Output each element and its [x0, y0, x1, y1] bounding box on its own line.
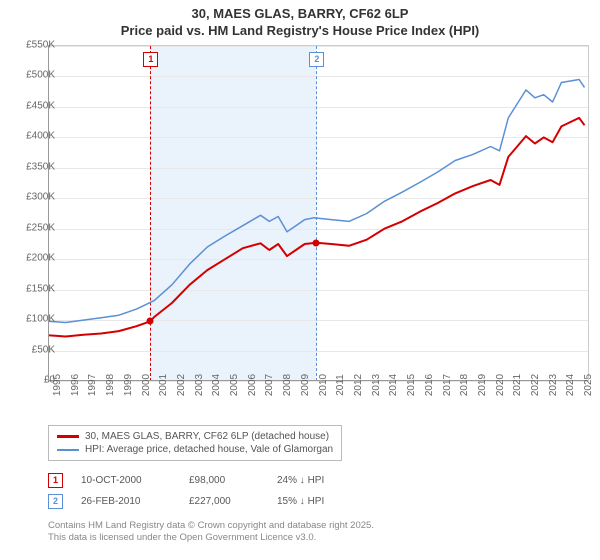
x-tick-label: 2024: [565, 374, 576, 396]
x-tick-label: 2005: [229, 374, 240, 396]
x-tick-label: 2014: [388, 374, 399, 396]
x-tick-label: 2020: [495, 374, 506, 396]
x-tick-label: 2015: [406, 374, 417, 396]
x-tick-label: 2022: [530, 374, 541, 396]
legend-item-price-paid: 30, MAES GLAS, BARRY, CF62 6LP (detached…: [57, 430, 333, 443]
x-tick-label: 2004: [211, 374, 222, 396]
copyright-line1: Contains HM Land Registry data © Crown c…: [48, 520, 374, 531]
x-tick-label: 2019: [477, 374, 488, 396]
marker-price: £98,000: [189, 475, 259, 486]
y-tick-label: £400K: [26, 131, 55, 142]
x-tick-label: 1998: [105, 374, 116, 396]
x-tick-label: 1995: [52, 374, 63, 396]
marker-date: 10-OCT-2000: [81, 475, 171, 486]
y-tick-label: £500K: [26, 70, 55, 81]
x-tick-label: 2002: [176, 374, 187, 396]
y-tick-label: £300K: [26, 192, 55, 203]
x-tick-label: 2001: [158, 374, 169, 396]
marker-price: £227,000: [189, 496, 259, 507]
chart-lines: [48, 46, 588, 381]
x-tick-label: 2009: [300, 374, 311, 396]
x-tick-label: 2000: [141, 374, 152, 396]
x-tick-label: 2012: [353, 374, 364, 396]
x-tick-label: 1999: [123, 374, 134, 396]
y-tick-label: £150K: [26, 283, 55, 294]
x-tick-label: 2010: [318, 374, 329, 396]
y-tick-label: £350K: [26, 161, 55, 172]
copyright-line2: This data is licensed under the Open Gov…: [48, 532, 316, 543]
x-tick-label: 2018: [459, 374, 470, 396]
copyright-text: Contains HM Land Registry data © Crown c…: [48, 520, 374, 545]
x-tick-label: 2017: [442, 374, 453, 396]
legend-item-hpi: HPI: Average price, detached house, Vale…: [57, 443, 333, 456]
x-tick-label: 1996: [70, 374, 81, 396]
legend-box: 30, MAES GLAS, BARRY, CF62 6LP (detached…: [48, 425, 342, 461]
x-tick-label: 2023: [548, 374, 559, 396]
title-line2: Price paid vs. HM Land Registry's House …: [121, 23, 480, 38]
y-tick-label: £100K: [26, 314, 55, 325]
y-tick-label: £450K: [26, 100, 55, 111]
marker-date: 26-FEB-2010: [81, 496, 171, 507]
x-tick-label: 2013: [371, 374, 382, 396]
marker-id-badge: 1: [48, 473, 63, 488]
marker-table: 1 10-OCT-2000 £98,000 24% ↓ HPI 2 26-FEB-2010…: [48, 470, 324, 512]
chart-title: 30, MAES GLAS, BARRY, CF62 6LP Price pai…: [0, 0, 600, 40]
y-tick-label: £50K: [32, 344, 55, 355]
marker-id-badge: 2: [48, 494, 63, 509]
y-tick-label: £550K: [26, 40, 55, 51]
legend-swatch-blue: [57, 449, 79, 451]
marker-table-row: 2 26-FEB-2010 £227,000 15% ↓ HPI: [48, 491, 324, 512]
x-tick-label: 2016: [424, 374, 435, 396]
x-tick-label: 2011: [335, 374, 346, 396]
x-tick-label: 2008: [282, 374, 293, 396]
x-tick-label: 2007: [264, 374, 275, 396]
x-tick-label: 2006: [247, 374, 258, 396]
x-tick-label: 1997: [87, 374, 98, 396]
x-tick-label: 2025: [583, 374, 594, 396]
legend-label-price-paid: 30, MAES GLAS, BARRY, CF62 6LP (detached…: [85, 431, 329, 442]
y-tick-label: £200K: [26, 253, 55, 264]
x-tick-label: 2003: [194, 374, 205, 396]
marker-pct-vs-hpi: 24% ↓ HPI: [277, 475, 324, 486]
marker-table-row: 1 10-OCT-2000 £98,000 24% ↓ HPI: [48, 470, 324, 491]
y-tick-label: £250K: [26, 222, 55, 233]
chart-plot-area: 12: [48, 45, 589, 381]
title-line1: 30, MAES GLAS, BARRY, CF62 6LP: [192, 6, 409, 21]
y-axis: [48, 45, 49, 380]
x-tick-label: 2021: [512, 374, 523, 396]
marker-pct-vs-hpi: 15% ↓ HPI: [277, 496, 324, 507]
legend-swatch-red: [57, 435, 79, 438]
legend-label-hpi: HPI: Average price, detached house, Vale…: [85, 444, 333, 455]
